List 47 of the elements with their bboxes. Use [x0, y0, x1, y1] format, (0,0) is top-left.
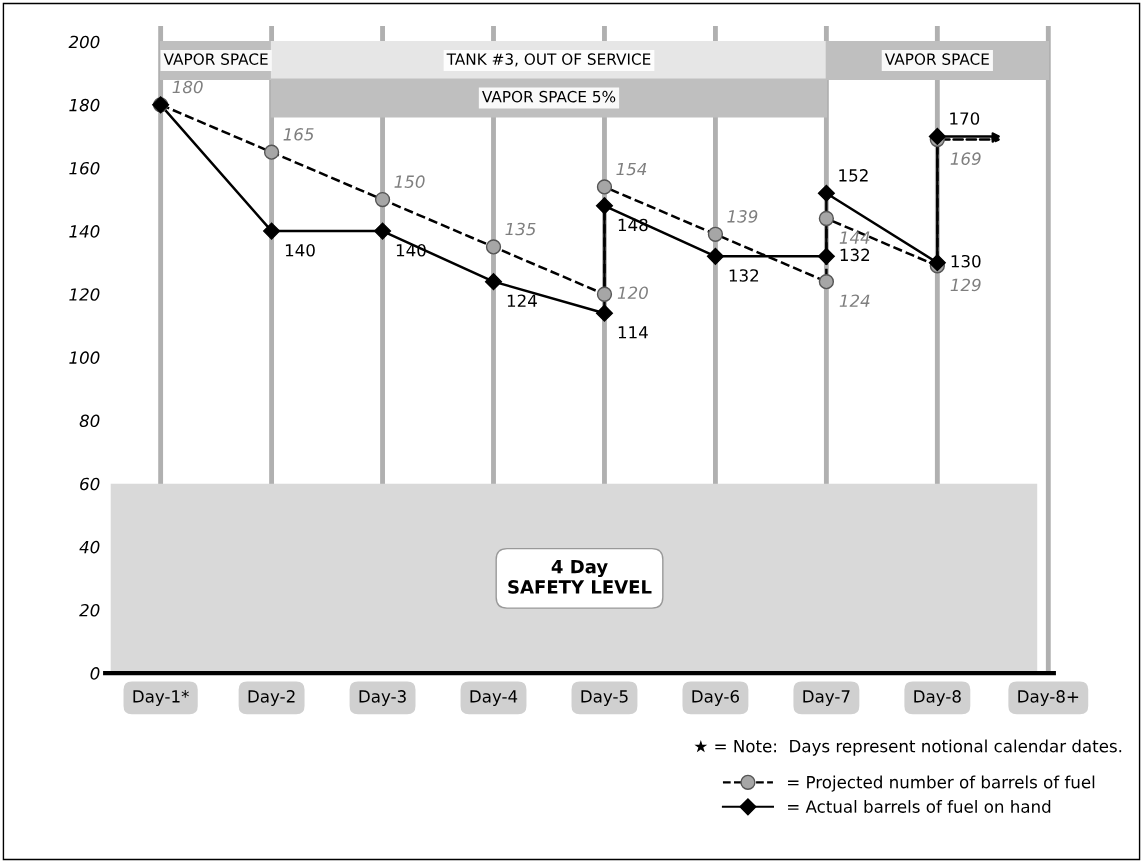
y-tick-label: 140	[69, 225, 100, 238]
text: ★ = Note: Days represent notional calendar dates.	[694, 739, 1122, 756]
data-label: 139	[727, 210, 758, 223]
band-label: VAPOR SPACE 5%	[482, 90, 616, 103]
y-tick-label: 40	[79, 540, 100, 554]
y-tick-label: 120	[69, 288, 100, 301]
x-tick-label: Day-1*	[133, 690, 189, 706]
x-tick-label: Day-2	[248, 690, 295, 706]
y-tick-label: 0	[90, 667, 100, 680]
y-tick-label: 160	[69, 161, 100, 175]
data-label: 124	[839, 294, 870, 307]
data-label: 140	[285, 243, 315, 257]
data-label: 132	[729, 269, 759, 282]
x-tick-label: Day-3	[359, 690, 406, 706]
y-tick-label: 180	[69, 98, 100, 112]
data-label: 135	[505, 222, 536, 236]
data-label: 114	[618, 326, 648, 339]
data-label: 120	[617, 286, 648, 300]
data-label: 129	[950, 278, 981, 292]
data-label: 144	[839, 231, 870, 244]
data-label: 130	[951, 254, 981, 268]
y-tick-label: 200	[68, 35, 100, 49]
x-tick-label: Day-6	[692, 690, 739, 706]
data-label: 170	[950, 112, 980, 125]
x-tick-label: Day-4	[470, 690, 518, 706]
y-tick-label: 60	[80, 477, 100, 491]
x-tick-label: Day-7	[803, 690, 850, 706]
data-label: 165	[283, 128, 314, 141]
x-tick-label: Day-8	[914, 690, 961, 706]
legend-label: = Actual barrels of fuel on hand	[788, 799, 1051, 813]
data-label: 180	[172, 80, 203, 94]
legend-label: = Projected number of barrels of fuel	[788, 775, 1095, 792]
data-label: 132	[840, 248, 870, 262]
data-label: 150	[394, 175, 425, 188]
y-tick-label: 100	[69, 351, 100, 364]
y-tick-label: 80	[79, 414, 100, 428]
data-label: 152	[839, 169, 868, 182]
band-label: 4 Day SAFETY LEVEL	[508, 559, 652, 594]
y-tick-label: 20	[79, 603, 100, 617]
data-label: 154	[616, 162, 647, 176]
data-label: 124	[507, 294, 537, 307]
band-label: VAPOR SPACE	[884, 53, 989, 65]
band-label: VAPOR SPACE	[163, 53, 268, 65]
x-tick-label: Day-8+	[1018, 690, 1079, 706]
data-label: 169	[950, 152, 981, 165]
x-tick-label: Day-5	[581, 690, 628, 706]
band-label: TANK #3, OUT OF SERVICE	[446, 53, 651, 67]
